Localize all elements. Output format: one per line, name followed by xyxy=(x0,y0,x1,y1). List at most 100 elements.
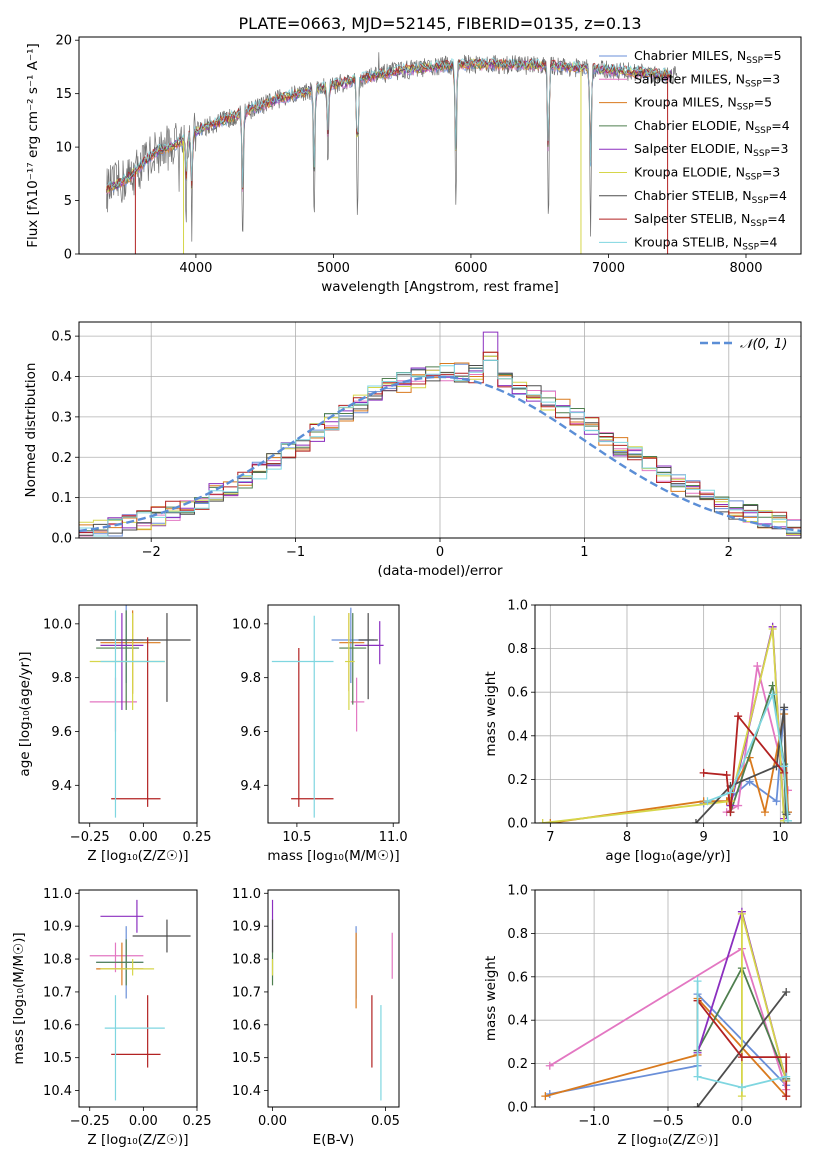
x-tick-label: 10 xyxy=(772,830,789,845)
y-tick-label: 10.6 xyxy=(43,1018,72,1033)
weight-point-marker xyxy=(782,1072,791,1081)
y-tick-label: 11.0 xyxy=(43,887,72,902)
legend-label: 𝒩(0, 1) xyxy=(740,337,787,352)
weight-point-marker xyxy=(782,987,791,996)
panel-weight-vs-Z: −1.0 −0.5 0.0 0.0 0.2 0.4 0.6 0.8 1.0 Z [log₁₀(Z/… xyxy=(483,884,802,1148)
weight-point-marker xyxy=(768,624,777,633)
weight-point-marker xyxy=(780,762,789,771)
weight-series-line xyxy=(542,628,785,823)
legend-subscript: SSP xyxy=(753,149,770,159)
legend-label: Kroupa MILES, N xyxy=(634,95,737,110)
legend-entry: Salpeter ELODIE, NSSP=3 xyxy=(634,141,788,159)
y-tick-label: 9.4 xyxy=(51,779,72,794)
weight-point-marker xyxy=(699,768,708,777)
legend-count: =4 xyxy=(769,188,787,203)
y-tick-label: 1.0 xyxy=(507,884,528,899)
legend-subscript: SSP xyxy=(746,56,763,66)
y-tick-label: 10.7 xyxy=(43,985,72,1000)
figure-title: PLATE=0663, MJD=52145, FIBERID=0135, z=0… xyxy=(238,14,641,33)
plot-area xyxy=(538,622,792,823)
weight-point-marker xyxy=(545,1061,554,1070)
weight-point-marker xyxy=(722,771,731,780)
y-tick-label: 9.6 xyxy=(51,725,72,740)
histogram-step-line xyxy=(79,351,801,537)
panel-age-vs-Z: −0.25 0.00 0.25 9.4 9.6 9.8 10.0 Z [log₁₀(Z/Z☉)… xyxy=(17,604,211,864)
legend-count: =3 xyxy=(762,165,780,180)
y-tick-label: 0.1 xyxy=(51,491,72,506)
x-tick-label: 5000 xyxy=(317,261,350,276)
legend-entry: Kroupa MILES, NSSP=5 xyxy=(634,95,772,113)
plot-area xyxy=(106,52,678,254)
x-axis-label: Z [log₁₀(Z/Z☉)] xyxy=(617,1132,718,1148)
weight-point-marker xyxy=(693,1103,702,1107)
legend-count: =5 xyxy=(754,95,772,110)
x-axis-label: mass [log₁₀(M/M☉)] xyxy=(267,848,399,864)
weight-point-marker xyxy=(693,977,702,986)
x-tick-label: 8000 xyxy=(729,261,762,276)
axes-frame xyxy=(78,321,802,539)
legend-entry: Salpeter STELIB, NSSP=4 xyxy=(634,211,786,229)
weight-point-marker xyxy=(546,819,555,823)
y-tick-label: 10.8 xyxy=(232,953,261,968)
x-tick-label: −0.5 xyxy=(652,1114,684,1129)
y-axis-label: mass weight xyxy=(483,671,499,756)
y-tick-label: 10.8 xyxy=(43,953,72,968)
x-tick-label: 0.05 xyxy=(371,1114,400,1129)
weight-point-marker xyxy=(745,777,754,786)
legend-count: =3 xyxy=(770,141,788,156)
y-tick-label: 10 xyxy=(55,141,72,156)
y-tick-label: 0.2 xyxy=(507,773,528,788)
weight-point-marker xyxy=(737,1092,746,1101)
legend-label: Chabrier MILES, N xyxy=(634,48,746,63)
plot-area xyxy=(89,605,191,818)
panel-age-vs-mass: 10.5 11.0 9.4 9.6 9.8 10.0 mass [log₁₀(M/M☉)] xyxy=(232,604,408,864)
legend-entry: Kroupa ELODIE, NSSP=3 xyxy=(634,165,780,183)
y-tick-label: 9.4 xyxy=(240,779,261,794)
legend-entry: Kroupa STELIB, NSSP=4 xyxy=(634,234,778,252)
x-tick-label: 6000 xyxy=(454,261,487,276)
y-tick-label: 0.2 xyxy=(507,1057,528,1072)
panel-residual-histogram: −2 −1 0 1 2 0.0 0.1 0.2 0.3 0.4 0.5 (data-model)/er… xyxy=(23,321,802,579)
legend-subscript: SSP xyxy=(750,219,767,229)
weight-point-marker xyxy=(726,808,735,817)
legend-count: =4 xyxy=(767,211,785,226)
x-tick-label: 0.00 xyxy=(258,1114,287,1129)
weight-point-marker xyxy=(780,703,789,712)
observed-spectrum-line xyxy=(106,52,678,242)
x-axis-label: age [log₁₀(age/yr)] xyxy=(605,848,730,864)
axes-frame xyxy=(267,889,400,1108)
y-tick-label: 0.4 xyxy=(507,729,528,744)
y-tick-label: 10.9 xyxy=(43,920,72,935)
x-tick-label: 11.0 xyxy=(379,830,408,845)
weight-point-marker xyxy=(753,662,762,671)
y-tick-label: 0.2 xyxy=(51,451,72,466)
y-tick-label: 10.0 xyxy=(43,617,72,632)
panel-mass-vs-EBV: 0.00 0.05 10.4 10.5 10.6 10.7 10.8 10.9 11.0 E(B-… xyxy=(232,887,400,1148)
panel-weight-vs-age: 7 8 9 10 0.0 0.2 0.4 0.6 0.8 1.0 age [log₁₀(age/yr… xyxy=(483,599,802,864)
x-axis-label: Z [log₁₀(Z/Z☉)] xyxy=(87,848,188,864)
y-tick-label: 1.0 xyxy=(507,599,528,614)
legend-subscript: SSP xyxy=(752,196,769,206)
plot-area xyxy=(79,331,801,537)
weight-point-marker xyxy=(772,797,781,806)
x-tick-label: 8 xyxy=(623,830,631,845)
x-tick-label: 0 xyxy=(436,545,444,560)
y-tick-label: 0.3 xyxy=(51,410,72,425)
y-tick-label: 10.6 xyxy=(232,1018,261,1033)
x-tick-label: −0.25 xyxy=(70,830,110,845)
gaussian-curve xyxy=(79,375,801,533)
axes-frame xyxy=(267,604,400,824)
panel-mass-vs-Z: −0.25 0.00 0.25 10.4 10.5 10.6 10.7 10.8 10.9 11.… xyxy=(11,887,211,1148)
x-axis-label: E(B-V) xyxy=(313,1132,355,1148)
y-tick-label: 0.6 xyxy=(507,686,528,701)
weight-series-line xyxy=(696,991,787,1107)
y-tick-label: 0.8 xyxy=(507,642,528,657)
y-tick-label: 11.0 xyxy=(232,887,261,902)
axes-frame xyxy=(78,889,198,1108)
y-axis-label: mass [log₁₀(M/M☉)] xyxy=(11,932,27,1064)
legend-label: Salpeter STELIB, N xyxy=(634,211,750,226)
legend-entry: Salpeter MILES, NSSP=3 xyxy=(634,71,780,89)
